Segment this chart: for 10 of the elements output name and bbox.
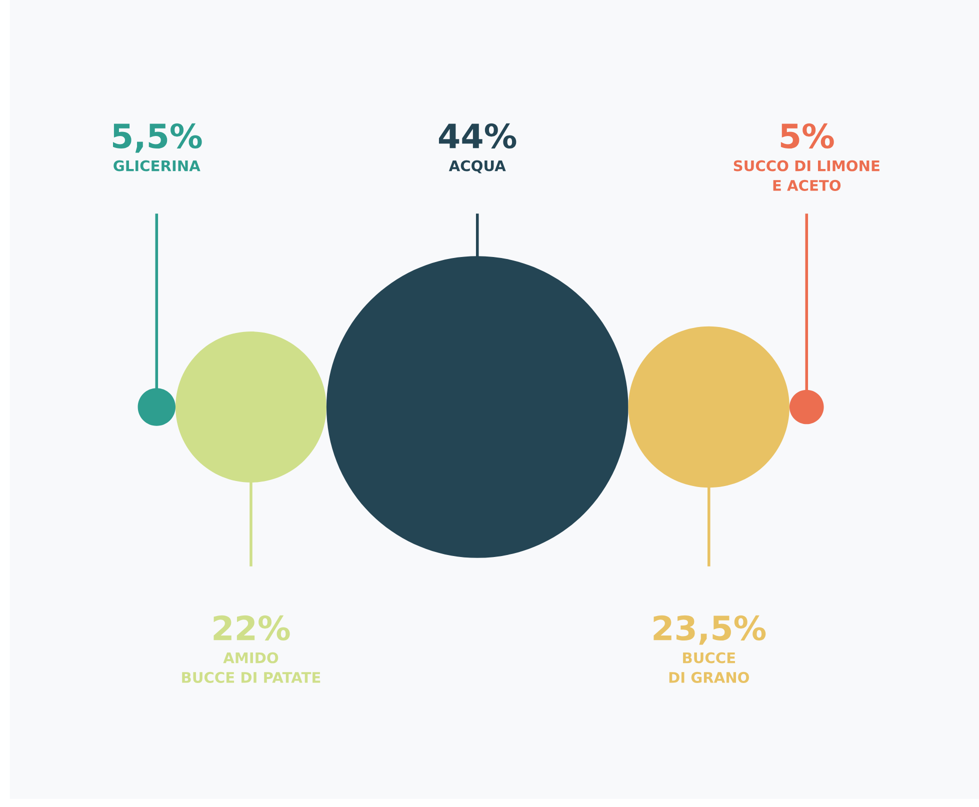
category-label: BUCCE DI GRANO	[669, 652, 749, 683]
category-label: GLICERINA	[114, 160, 200, 172]
data-label: 22%	[214, 615, 290, 641]
data-label: 23,5%	[654, 615, 766, 645]
data-label: 5,5%	[113, 123, 202, 153]
category-label: SUCCO DI LIMONE E ACETO	[734, 160, 880, 191]
category-label: AMIDO BUCCE DI PATATE	[182, 652, 320, 683]
category-label: ACQUA	[448, 160, 506, 174]
data-label: 5%	[780, 123, 834, 149]
data-label: 44%	[438, 123, 516, 149]
